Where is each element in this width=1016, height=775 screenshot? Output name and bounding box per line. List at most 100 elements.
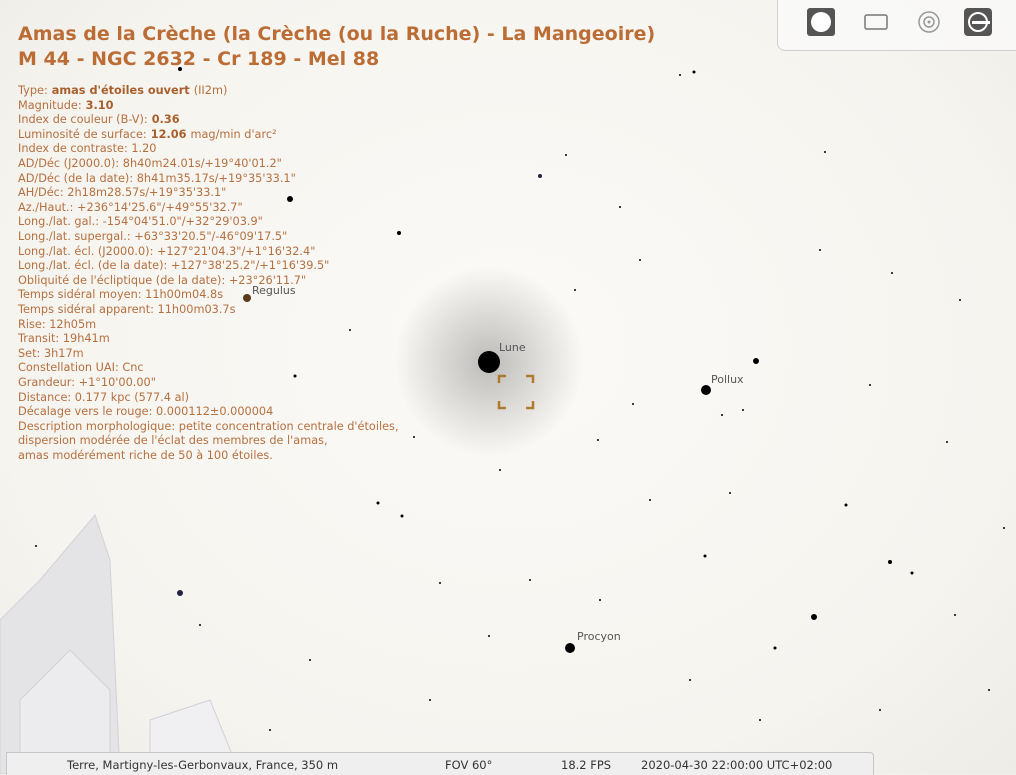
info-line: AH/Déc: 2h18m28.57s/+19°35'33.1" — [18, 186, 226, 200]
star — [287, 196, 293, 202]
star — [269, 729, 271, 731]
info-line: Long./lat. écl. (de la date): +127°38'25… — [18, 259, 329, 273]
star — [619, 206, 621, 208]
fps: 18.2 FPS — [561, 758, 611, 772]
star — [946, 441, 948, 443]
object-designations: M 44 - NGC 2632 - Cr 189 - Mel 88 — [18, 48, 379, 70]
star — [177, 590, 183, 596]
star — [199, 624, 201, 626]
info-line: Rise: 12h05m — [18, 318, 96, 332]
sky-label: Pollux — [711, 373, 744, 386]
star — [377, 502, 380, 505]
star — [988, 689, 990, 691]
star — [309, 659, 311, 661]
star — [742, 409, 744, 411]
info-line: Distance: 0.177 kpc (577.4 al) — [18, 391, 189, 405]
info-line: Index de couleur (B-V): 0.36 — [18, 113, 180, 127]
info-line: Long./lat. supergal.: +63°33'20.5"/-46°0… — [18, 230, 287, 244]
star — [294, 375, 297, 378]
star — [704, 555, 707, 558]
info-label: Luminosité de surface: — [18, 128, 147, 141]
star — [243, 294, 251, 302]
info-line: Magnitude: 3.10 — [18, 99, 114, 113]
star — [721, 414, 723, 416]
star — [689, 679, 691, 681]
exit-button[interactable] — [964, 8, 992, 36]
info-line: Transit: 19h41m — [18, 332, 110, 346]
star — [824, 151, 826, 153]
info-line: Décalage vers le rouge: 0.000112±0.00000… — [18, 405, 273, 419]
info-line: dispersion modérée de l'éclat des membre… — [18, 434, 328, 448]
info-value: amas d'étoiles ouvert — [52, 84, 190, 97]
info-label: Magnitude: — [18, 99, 82, 112]
info-line: Temps sidéral moyen: 11h00m04.8s — [18, 288, 223, 302]
info-value: 12.06 — [151, 128, 187, 141]
star — [753, 358, 759, 364]
star — [911, 572, 914, 575]
toolbar — [777, 0, 1016, 51]
star — [679, 74, 681, 76]
info-line: AD/Déc (de la date): 8h41m35.17s/+19°35'… — [18, 172, 296, 186]
star — [632, 403, 634, 405]
info-line: Grandeur: +1°10'00.00" — [18, 376, 156, 390]
star — [1003, 527, 1005, 529]
info-label: Index de couleur (B-V): — [18, 113, 148, 126]
info-line: Long./lat. écl. (J2000.0): +127°21'04.3"… — [18, 245, 315, 259]
star — [499, 469, 501, 471]
star — [891, 272, 893, 274]
star — [529, 579, 531, 581]
star — [729, 492, 731, 494]
info-line: Az./Haut.: +236°14'25.6"/+49°55'32.7" — [18, 201, 243, 215]
star — [811, 614, 817, 620]
info-line: Temps sidéral apparent: 11h00m03.7s — [18, 303, 236, 317]
star — [819, 249, 821, 251]
star — [565, 154, 567, 156]
info-line: Long./lat. gal.: -154°04'51.0"/+32°29'03… — [18, 215, 263, 229]
fov: FOV 60° — [445, 758, 492, 772]
info-line: Constellation UAI: Cnc — [18, 361, 144, 375]
status-bar: Terre, Martigny-les-Gerbonvaux, France, … — [6, 752, 874, 775]
star — [597, 439, 599, 441]
star — [439, 582, 441, 584]
stellarium-view: Amas de la Crèche (la Crèche (ou la Ruch… — [0, 0, 1016, 774]
toolbar-icons — [778, 0, 1016, 50]
star — [574, 289, 576, 291]
info-suffix: (II2m) — [194, 84, 228, 97]
star — [413, 436, 415, 438]
star — [959, 299, 961, 301]
date-time: 2020-04-30 22:00:00 UTC+02:00 — [641, 758, 832, 772]
sky-label: Lune — [499, 341, 526, 354]
info-suffix: mag/min d'arc² — [190, 128, 276, 141]
info-line: Set: 3h17m — [18, 347, 84, 361]
star — [954, 614, 956, 616]
star — [565, 643, 575, 653]
info-value: 0.36 — [152, 113, 180, 126]
rect-viewport-button[interactable] — [865, 15, 887, 29]
star — [397, 231, 401, 235]
star — [774, 647, 777, 650]
star — [488, 635, 490, 637]
object-title: Amas de la Crèche (la Crèche (ou la Ruch… — [18, 23, 655, 45]
info-line: Type: amas d'étoiles ouvert (II2m) — [18, 84, 227, 98]
star — [639, 259, 641, 261]
disk-viewport-button[interactable] — [807, 8, 835, 36]
star — [401, 515, 404, 518]
star — [888, 560, 892, 564]
star — [879, 709, 881, 711]
star — [599, 599, 601, 601]
star — [478, 351, 500, 373]
target-button[interactable] — [919, 12, 939, 32]
info-line: Description morphologique: petite concen… — [18, 420, 399, 434]
info-line: AD/Déc (J2000.0): 8h40m24.01s/+19°40'01.… — [18, 157, 282, 171]
star — [701, 385, 711, 395]
star — [538, 174, 542, 178]
sky-label: Regulus — [252, 284, 296, 297]
star — [429, 699, 431, 701]
info-line: Index de contraste: 1.20 — [18, 142, 157, 156]
info-value: 3.10 — [86, 99, 114, 112]
info-label: Type: — [18, 84, 48, 97]
info-line: amas modérément riche de 50 à 100 étoile… — [18, 449, 273, 463]
star — [349, 329, 351, 331]
location: Terre, Martigny-les-Gerbonvaux, France, … — [67, 758, 338, 772]
